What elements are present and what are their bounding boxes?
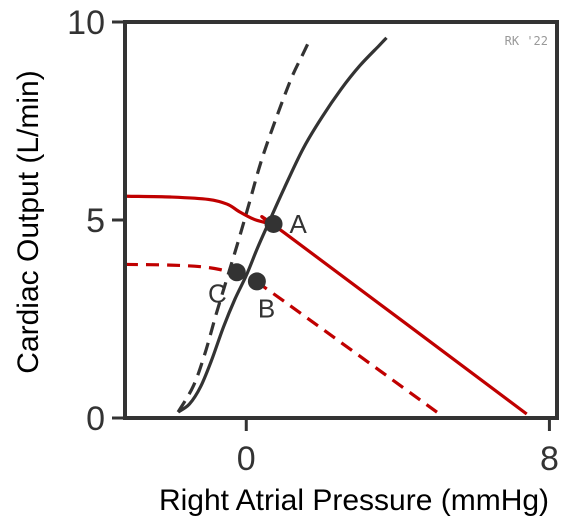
plot-frame [123,20,559,420]
y-tick-label: 5 [86,202,105,240]
point-a [264,214,283,233]
credit-text: RK '22 [505,34,548,48]
points-layer: A B C [208,209,308,323]
y-tick-label: 0 [86,400,105,438]
point-label-a: A [290,209,308,239]
x-tick-label: 0 [237,440,256,478]
x-axis-label: Right Atrial Pressure (mmHg) [159,484,549,517]
series-layer [124,36,528,416]
x-tick-label: 8 [540,440,559,478]
ticks-layer: 0 8 0 5 10 [67,4,559,478]
point-c [227,263,246,282]
y-axis-label: Cardiac Output (L/min) [12,70,45,373]
cardiac-function-curve-solid [177,36,388,414]
point-label-b: B [258,293,275,323]
venous-return-curve-dashed [124,262,441,416]
point-b [247,272,266,291]
point-label-c: C [208,278,227,308]
venous-return-curve-solid [124,194,528,416]
y-tick-label: 10 [67,4,105,42]
